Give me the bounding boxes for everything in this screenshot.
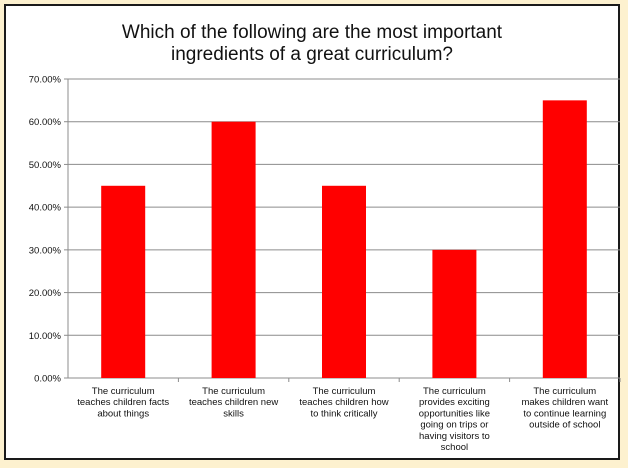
x-category-label-line: skills — [223, 408, 244, 419]
y-tick-label: 50.00% — [29, 160, 62, 171]
x-category-label: The curriculum teaches children new skills — [189, 386, 278, 419]
x-category-label-line: teaches children how — [299, 397, 388, 408]
y-tick-label: 20.00% — [29, 288, 62, 299]
x-category-label-line: opportunities like — [419, 408, 490, 419]
y-tick-label: 70.00% — [29, 75, 62, 86]
x-category-label-line: The curriculum — [423, 386, 486, 397]
x-category-label-line: to think critically — [310, 408, 377, 419]
x-category-label: The curriculum makes children want to cont… — [521, 386, 608, 431]
y-tick-label: 60.00% — [29, 117, 62, 128]
x-category-label-line: makes children want — [521, 397, 608, 408]
x-category-label-line: having visitors to — [419, 431, 490, 442]
x-category-label-line: teaches children facts — [77, 397, 169, 408]
x-category-label-line: The curriculum — [202, 386, 265, 397]
x-category-label-line: The curriculum — [92, 386, 155, 397]
bar — [101, 185, 146, 378]
bar — [542, 100, 587, 378]
x-category-label-line: The curriculum — [313, 386, 376, 397]
x-category-label-line: about things — [97, 408, 149, 419]
x-category-label-line: school — [441, 442, 468, 453]
x-category-label-line: teaches children new — [189, 397, 278, 408]
y-tick-label: 40.00% — [29, 203, 62, 214]
bar — [322, 185, 366, 378]
bar — [211, 121, 256, 378]
x-category-label-line: to continue learning — [523, 408, 606, 419]
bar — [432, 249, 477, 378]
x-category-label-line: The curriculum — [533, 386, 596, 397]
y-tick-label: 10.00% — [29, 331, 62, 342]
x-category-label-line: outside of school — [529, 420, 600, 431]
x-category-label: The curriculum provides exciting opportuni… — [419, 386, 490, 453]
x-category-label-line: provides exciting — [419, 397, 490, 408]
x-category-label: The curriculum teaches children facts abou… — [77, 386, 169, 419]
y-tick-label: 30.00% — [29, 245, 62, 256]
chart-title: Which of the following are the most impo… — [121, 22, 503, 65]
x-category-label: The curriculum teaches children how to thi… — [299, 386, 388, 419]
x-category-label-line: going on trips or — [420, 420, 488, 431]
y-tick-label: 0.00% — [34, 374, 61, 385]
